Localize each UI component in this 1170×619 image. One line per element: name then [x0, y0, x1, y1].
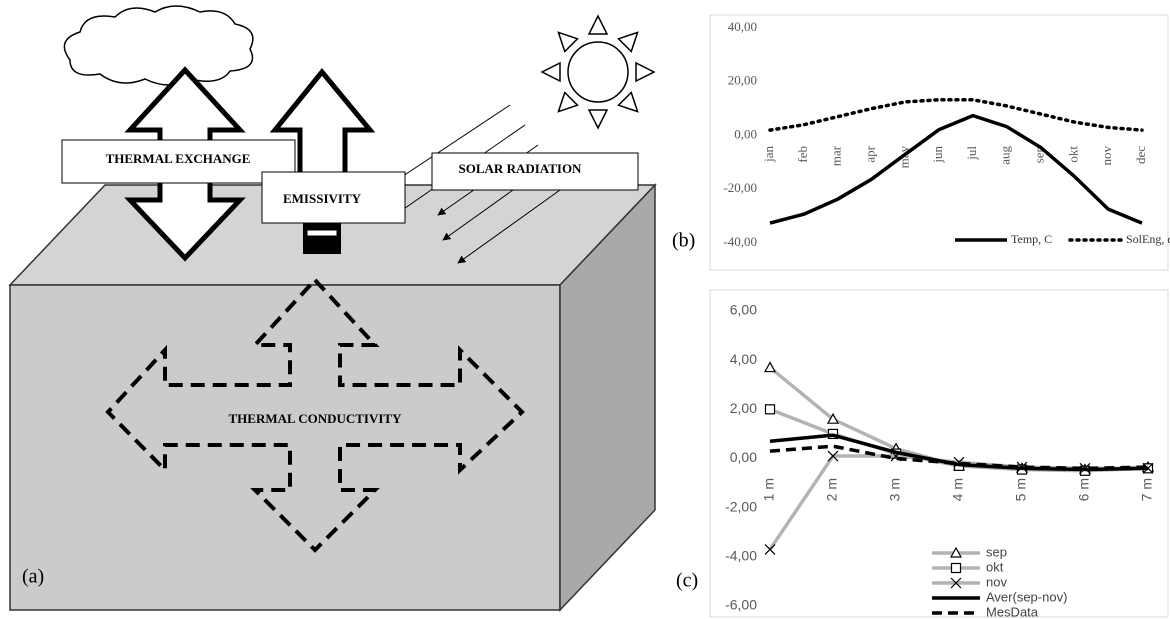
sun-ray: [635, 61, 656, 83]
series-line: [769, 433, 1149, 472]
x-tick-label: jul: [964, 146, 979, 161]
marker: [1142, 462, 1154, 474]
marker: [764, 404, 776, 415]
label-box: [61, 139, 296, 184]
x-tick-label: 4 m: [950, 478, 966, 501]
legend-label: sep: [986, 544, 1007, 559]
emitter-stripe: [306, 229, 338, 237]
label: SOLAR RADIATION: [459, 161, 583, 176]
sun-disk: [567, 41, 629, 103]
x-tick-label: nov: [1099, 146, 1114, 166]
y-tick-label: 0,00: [734, 126, 757, 141]
box-side: [559, 183, 656, 612]
ray: [384, 104, 511, 189]
x-tick-label: feb: [795, 146, 810, 163]
label: THERMAL CONDUCTIVITY: [229, 411, 403, 426]
y-tick-label: -6,00: [725, 597, 757, 613]
x-tick-label: aug: [998, 146, 1013, 165]
y-tick-label: 2,00: [730, 400, 757, 416]
panel-label: (b): [672, 230, 695, 252]
x-tick-label: apr: [862, 145, 877, 162]
panel-label: (c): [676, 570, 698, 592]
y-tick-label: -4,00: [725, 548, 757, 564]
legend-label: nov: [986, 574, 1007, 589]
marker: [826, 412, 840, 424]
y-tick-label: -20,00: [723, 180, 757, 195]
x-tick-label: 1 m: [761, 478, 777, 501]
cloud: [63, 5, 254, 86]
x-tick-label: 2 m: [824, 478, 840, 501]
y-tick-label: -2,00: [725, 498, 757, 514]
label: EMISSIVITY: [283, 191, 362, 206]
x-tick-label: mar: [829, 145, 844, 166]
sun-ray: [587, 109, 609, 130]
x-tick-label: 7 m: [1139, 478, 1155, 501]
legend-label: Aver(sep-nov): [986, 589, 1067, 604]
marker: [827, 450, 839, 462]
legend-label: okt: [986, 559, 1004, 574]
series-line: [769, 113, 1143, 225]
y-tick-label: -40,00: [723, 234, 757, 249]
ray: [457, 189, 561, 264]
sun-ray: [617, 31, 639, 53]
marker: [950, 577, 962, 589]
sun-ray: [587, 14, 609, 35]
marker: [763, 361, 777, 373]
x-tick-label: 3 m: [887, 478, 903, 501]
y-tick-label: 4,00: [730, 351, 757, 367]
sun: [540, 14, 656, 130]
series-line: [768, 98, 1144, 132]
x-tick-label: jun: [930, 146, 945, 164]
chart-frame: [709, 14, 1169, 271]
legend-label: SolEng, dW/sm: [1126, 232, 1170, 246]
marker: [764, 544, 776, 555]
label-box: [431, 152, 639, 191]
legend-label: Temp, C: [1011, 232, 1052, 246]
box-front: [9, 284, 561, 611]
label-box: [261, 171, 406, 224]
marker: [949, 546, 963, 558]
x-tick-label: dec: [1133, 146, 1148, 164]
y-tick-label: 20,00: [728, 73, 757, 88]
panel-label: (a): [22, 566, 44, 588]
series-line: [768, 366, 1149, 472]
sun-ray: [557, 91, 579, 113]
legend-label: MesData: [986, 604, 1039, 619]
marker: [950, 562, 962, 574]
conductivity-arrows: [105, 277, 525, 553]
y-tick-label: 0,00: [730, 449, 757, 465]
sun-ray: [540, 61, 561, 83]
x-tick-label: jan: [761, 146, 776, 163]
y-tick-label: 40,00: [728, 19, 757, 34]
label: THERMAL EXCHANGE: [106, 151, 251, 166]
chart-frame: [709, 289, 1169, 618]
x-tick-label: okt: [1065, 146, 1080, 163]
x-tick-label: 5 m: [1013, 478, 1029, 501]
diagram: THERMAL EXCHANGE EMISSIVITY SOLAR RADIAT…: [8, 5, 657, 612]
sun-ray: [557, 31, 579, 53]
x-tick-label: 6 m: [1076, 478, 1092, 501]
sun-ray: [617, 91, 639, 113]
y-tick-label: 6,00: [730, 302, 757, 318]
